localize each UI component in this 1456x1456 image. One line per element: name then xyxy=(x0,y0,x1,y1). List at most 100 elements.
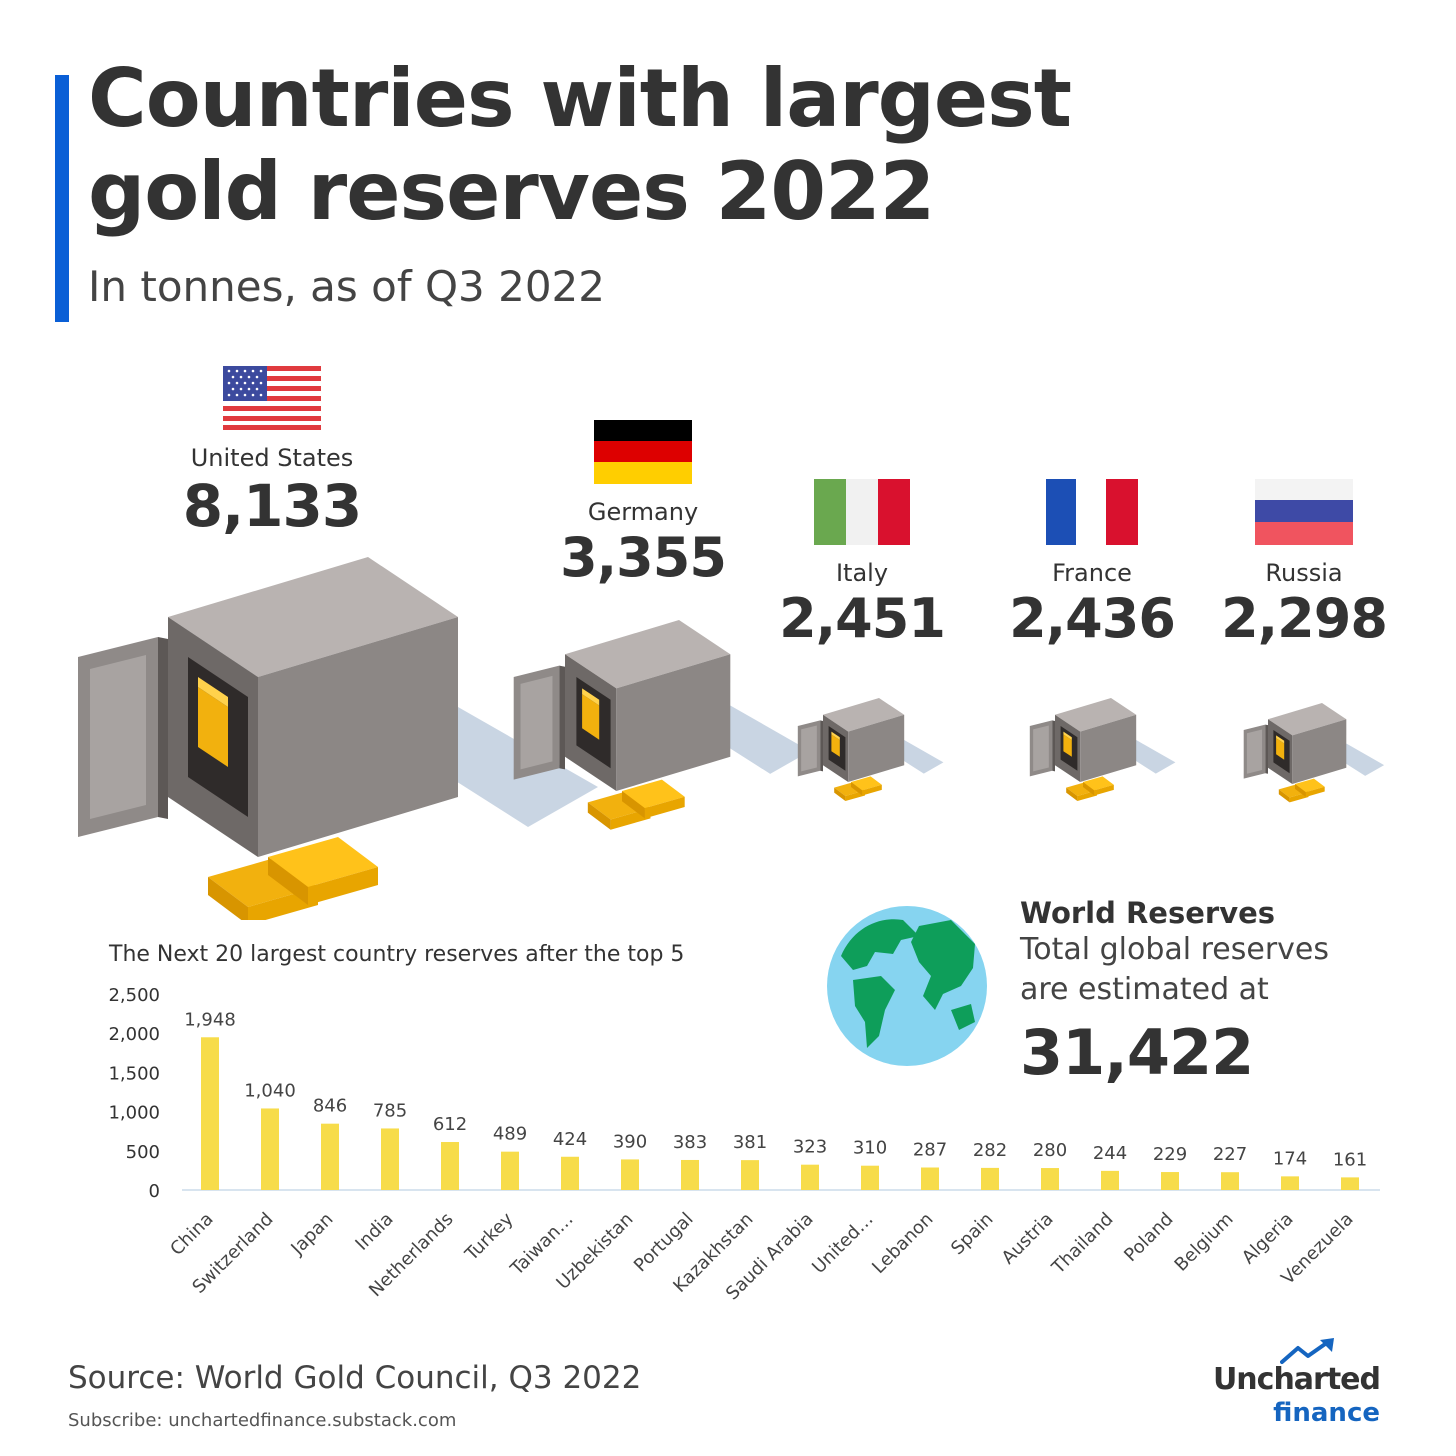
value-label: 612 xyxy=(433,1114,467,1135)
value-labels: 1,948 1,040 846 785 612 489 424 390 383 381 323 310… xyxy=(184,1009,1367,1170)
country-value: 3,355 xyxy=(560,526,727,589)
y-tick-label: 1,000 xyxy=(108,1103,160,1124)
value-label: 1,040 xyxy=(244,1080,296,1101)
bar-india xyxy=(381,1128,399,1190)
brand-logo: Uncharted finance xyxy=(1190,1338,1381,1433)
country-name: Germany xyxy=(587,498,699,526)
subscribe-link[interactable]: Subscribe: unchartedfinance.substack.com xyxy=(68,1410,457,1431)
us-flag-icon xyxy=(223,366,321,430)
world-reserves-title: World Reserves xyxy=(1020,896,1276,930)
globe-icon xyxy=(827,906,987,1066)
country-name: France xyxy=(1052,559,1132,587)
y-tick-label: 500 xyxy=(126,1142,160,1163)
country-france: France 2,436 xyxy=(992,479,1192,650)
x-tick-label: Spain xyxy=(947,1209,997,1259)
bar-netherlands xyxy=(441,1142,459,1190)
value-label: 846 xyxy=(313,1096,347,1117)
world-reserves-value: 31,422 xyxy=(1020,1016,1254,1089)
y-tick-label: 2,000 xyxy=(108,1024,160,1045)
country-name: Italy xyxy=(835,559,889,587)
bar-china xyxy=(201,1037,219,1190)
subtitle: In tonnes, as of Q3 2022 xyxy=(88,262,606,311)
bar-switzerland xyxy=(261,1108,279,1190)
bar-portugal xyxy=(681,1159,699,1190)
x-tick-label: Belgium xyxy=(1171,1209,1238,1276)
france-flag-icon xyxy=(1046,479,1138,545)
value-label: 390 xyxy=(613,1131,647,1152)
bar-turkey xyxy=(501,1151,519,1190)
germany-flag-icon xyxy=(594,420,692,484)
logo-text-1: Uncharted xyxy=(1212,1362,1381,1397)
country-name: Russia xyxy=(1265,559,1343,587)
x-tick-label: United… xyxy=(808,1209,877,1278)
x-tick-label: India xyxy=(351,1209,397,1255)
bars xyxy=(201,1037,1359,1190)
accent-bar xyxy=(55,75,69,322)
country-germany: Germany 3,355 xyxy=(543,420,743,589)
value-label: 282 xyxy=(973,1140,1007,1161)
chart-title: The Next 20 largest country reserves aft… xyxy=(109,942,685,967)
bar-saudi-arabia xyxy=(801,1164,819,1190)
value-label: 174 xyxy=(1273,1148,1307,1169)
bar-united xyxy=(861,1165,879,1190)
value-label: 383 xyxy=(673,1132,707,1153)
bar-uzbekistan xyxy=(621,1159,639,1190)
y-axis: 0 500 1,000 1,500 2,000 2,500 xyxy=(108,985,160,1202)
trend-arrow-icon xyxy=(1280,1338,1334,1364)
vault-illustrations xyxy=(78,557,1385,920)
title-line-2: gold reserves 2022 xyxy=(88,145,935,238)
source-note: Source: World Gold Council, Q3 2022 xyxy=(68,1360,642,1396)
country-italy: Italy 2,451 xyxy=(762,479,962,650)
x-tick-label: China xyxy=(166,1209,217,1260)
page-title: Countries with largest gold reserves 202… xyxy=(88,52,1072,238)
bar-kazakhstan xyxy=(741,1160,759,1190)
country-name: United States xyxy=(190,444,354,472)
value-label: 785 xyxy=(373,1100,407,1121)
bar-poland xyxy=(1161,1172,1179,1190)
value-label: 489 xyxy=(493,1124,527,1145)
value-label: 310 xyxy=(853,1138,887,1159)
value-label: 287 xyxy=(913,1139,947,1160)
y-tick-label: 0 xyxy=(149,1181,160,1202)
y-tick-label: 1,500 xyxy=(108,1063,160,1084)
x-tick-label: Poland xyxy=(1120,1209,1177,1266)
country-value: 2,451 xyxy=(779,587,946,650)
country-value: 8,133 xyxy=(182,472,362,540)
x-tick-label: Japan xyxy=(286,1209,337,1260)
country-value: 2,298 xyxy=(1221,587,1388,650)
y-tick-label: 2,500 xyxy=(108,985,160,1006)
country-united-states: United States 8,133 xyxy=(172,366,372,540)
bar-spain xyxy=(981,1167,999,1190)
bar-chart: 0 500 1,000 1,500 2,000 2,500 1,948 1,040 846 78… xyxy=(108,985,1380,1304)
bar-taiwan xyxy=(561,1156,579,1190)
italy-flag-icon xyxy=(814,479,910,545)
russia-flag-icon xyxy=(1255,479,1353,545)
value-label: 280 xyxy=(1033,1140,1067,1161)
x-tick-label: Lebanon xyxy=(868,1209,937,1278)
world-reserves-line-2: are estimated at xyxy=(1020,972,1269,1007)
bar-venezuela xyxy=(1341,1177,1359,1190)
x-tick-label: Thailand xyxy=(1047,1209,1117,1279)
x-tick-label: Algeria xyxy=(1238,1209,1298,1269)
bar-austria xyxy=(1041,1168,1059,1190)
bar-lebanon xyxy=(921,1167,939,1190)
bar-thailand xyxy=(1101,1170,1119,1190)
country-russia: Russia 2,298 xyxy=(1204,479,1404,650)
x-tick-label: Turkey xyxy=(461,1208,518,1265)
value-label: 227 xyxy=(1213,1144,1247,1165)
value-label: 1,948 xyxy=(184,1009,236,1030)
bar-algeria xyxy=(1281,1176,1299,1190)
title-line-1: Countries with largest xyxy=(88,52,1072,145)
country-value: 2,436 xyxy=(1009,587,1176,650)
world-reserves: World Reserves Total global reserves are… xyxy=(1020,896,1329,1089)
value-label: 229 xyxy=(1153,1144,1187,1165)
world-reserves-line-1: Total global reserves xyxy=(1020,932,1330,967)
bar-japan xyxy=(321,1123,339,1190)
bar-belgium xyxy=(1221,1172,1239,1190)
x-tick-label: Austria xyxy=(998,1209,1058,1269)
value-label: 323 xyxy=(793,1137,827,1158)
value-label: 381 xyxy=(733,1132,767,1153)
logo-text-2: finance xyxy=(1273,1398,1380,1428)
value-label: 244 xyxy=(1093,1143,1127,1164)
